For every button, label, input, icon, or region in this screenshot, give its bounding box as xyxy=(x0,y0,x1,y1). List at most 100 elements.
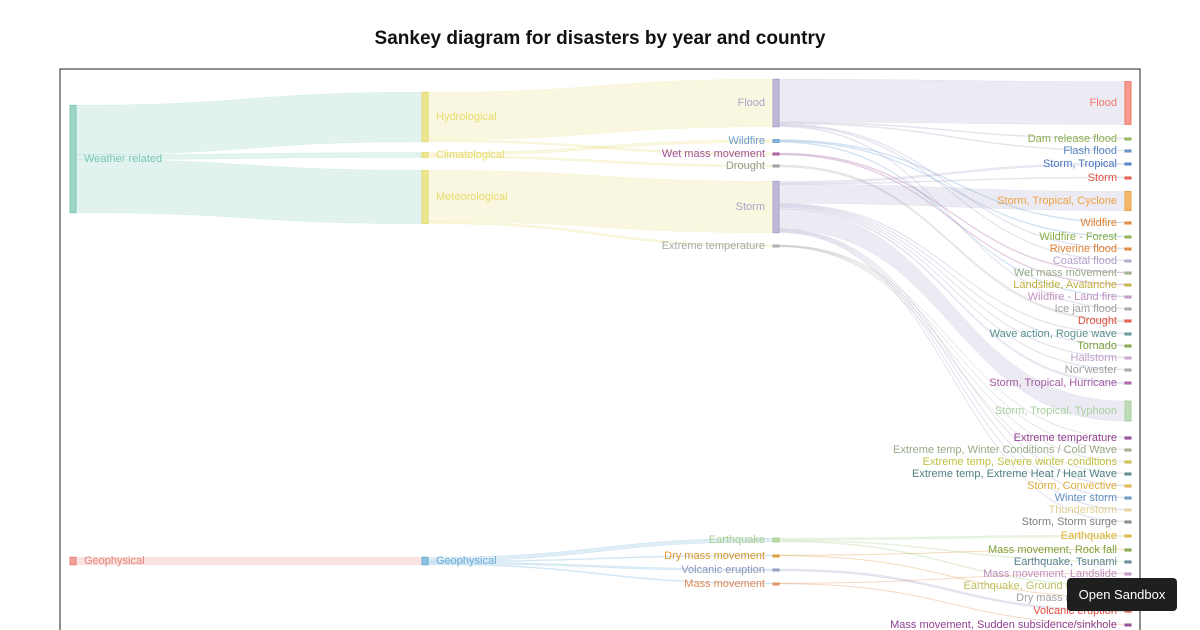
link xyxy=(75,159,423,224)
node xyxy=(772,244,780,248)
node-label: Wildfire - Forest xyxy=(1039,231,1117,243)
node xyxy=(1124,247,1132,251)
node-label: Wildfire xyxy=(728,135,765,147)
node xyxy=(1124,460,1132,464)
node-label: Nor'wester xyxy=(1065,364,1118,376)
node xyxy=(421,152,429,158)
node xyxy=(1124,381,1132,385)
node xyxy=(1124,623,1132,627)
node-label: Tornado xyxy=(1077,340,1117,352)
node-label: Wet mass movement xyxy=(662,148,765,160)
node-label: Meteorological xyxy=(436,191,508,203)
node xyxy=(1124,534,1132,538)
node-label: Storm, Tropical, Typhoon xyxy=(995,405,1117,417)
node xyxy=(421,91,429,143)
node xyxy=(69,104,77,214)
node xyxy=(772,554,780,558)
node-label: Wildfire - Land fire xyxy=(1028,291,1117,303)
node-label: Storm, Storm surge xyxy=(1022,516,1117,528)
node-label: Storm, Tropical, Hurricane xyxy=(989,377,1117,389)
node xyxy=(1124,400,1132,422)
node-label: Mass movement, Sudden subsidence/sinkhol… xyxy=(890,619,1117,630)
node xyxy=(772,139,780,143)
node xyxy=(1124,295,1132,299)
node xyxy=(1124,496,1132,500)
node-label: Ice jam flood xyxy=(1055,303,1117,315)
node-label: Extreme temperature xyxy=(1014,432,1117,444)
node-label: Weather related xyxy=(84,153,162,165)
node-label: Volcanic eruption xyxy=(681,564,765,576)
link xyxy=(75,92,423,155)
node xyxy=(1124,191,1132,211)
node xyxy=(1124,235,1132,239)
node-label: Earthquake xyxy=(1061,530,1117,542)
node-label: Geophysical xyxy=(436,555,497,567)
node-label: Wave action, Rogue wave xyxy=(990,328,1117,340)
node xyxy=(772,180,780,234)
node xyxy=(1124,176,1132,180)
node xyxy=(1124,484,1132,488)
node xyxy=(421,169,429,225)
node xyxy=(1124,307,1132,311)
node xyxy=(772,568,780,572)
node xyxy=(1124,137,1132,141)
open-sandbox-button[interactable]: Open Sandbox xyxy=(1067,578,1177,611)
node xyxy=(772,537,780,543)
chart-title: Sankey diagram for disasters by year and… xyxy=(375,28,826,49)
node xyxy=(1124,332,1132,336)
node xyxy=(69,556,77,566)
node xyxy=(1124,271,1132,275)
node-label: Earthquake xyxy=(709,534,765,546)
node-label: Climatological xyxy=(436,149,504,161)
node-label: Landslide, Avalanche xyxy=(1013,279,1117,291)
node xyxy=(1124,356,1132,360)
node-label: Storm xyxy=(1088,172,1117,184)
node xyxy=(1124,548,1132,552)
link xyxy=(778,78,1126,125)
node-label: Coastal flood xyxy=(1053,255,1117,267)
node-label: Hailstorm xyxy=(1071,352,1117,364)
node-label: Mass movement, Rock fall xyxy=(988,544,1117,556)
node-label: Extreme temp, Winter Conditions / Cold W… xyxy=(893,444,1117,456)
node xyxy=(1124,572,1132,576)
node-label: Flood xyxy=(737,97,765,109)
node xyxy=(1124,368,1132,372)
link xyxy=(427,78,774,141)
node-label: Flood xyxy=(1089,97,1117,109)
node xyxy=(1124,319,1132,323)
node-label: Dam release flood xyxy=(1028,133,1117,145)
node xyxy=(1124,436,1132,440)
node-label: Extreme temp, Severe winter conditions xyxy=(923,456,1118,468)
node-label: Earthquake, Tsunami xyxy=(1014,556,1117,568)
node xyxy=(421,556,429,566)
node xyxy=(1124,162,1132,166)
node xyxy=(1124,344,1132,348)
node xyxy=(772,152,780,156)
node-label: Drought xyxy=(726,160,765,172)
node xyxy=(1124,149,1132,153)
node-label: Storm, Tropical xyxy=(1043,158,1117,170)
node xyxy=(1124,81,1132,125)
node xyxy=(772,78,780,128)
node xyxy=(1124,472,1132,476)
node xyxy=(1124,259,1132,263)
node-label: Dry mass movement xyxy=(664,550,765,562)
node-label: Flash flood xyxy=(1063,145,1117,157)
node-label: Drought xyxy=(1078,315,1117,327)
node xyxy=(1124,221,1132,225)
node-label: Wildfire xyxy=(1080,217,1117,229)
node xyxy=(772,582,780,586)
node xyxy=(1124,448,1132,452)
node-label: Storm, Tropical, Cyclone xyxy=(997,195,1117,207)
node-label: Geophysical xyxy=(84,555,145,567)
node-label: Storm xyxy=(736,201,765,213)
node xyxy=(1124,520,1132,524)
node xyxy=(1124,560,1132,564)
node-label: Winter storm xyxy=(1055,492,1117,504)
node-label: Hydrological xyxy=(436,111,497,123)
nodes: Weather related Geophysical Hydrological Cl… xyxy=(69,78,1132,630)
node-label: Mass movement xyxy=(684,578,765,590)
node-label: Extreme temperature xyxy=(662,240,765,252)
